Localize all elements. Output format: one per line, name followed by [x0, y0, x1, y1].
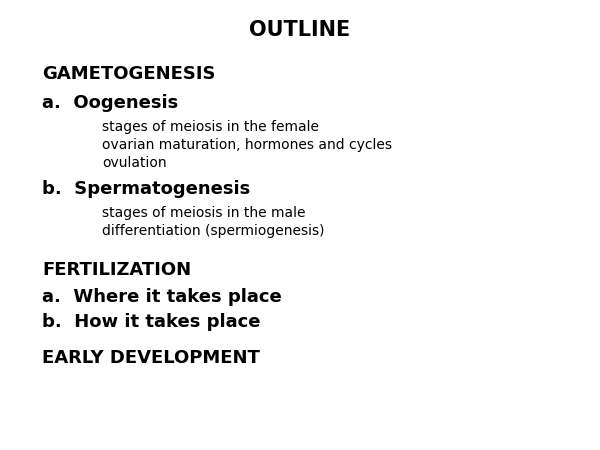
Text: b.  Spermatogenesis: b. Spermatogenesis — [42, 180, 250, 198]
Text: FERTILIZATION: FERTILIZATION — [42, 261, 191, 279]
Text: stages of meiosis in the male: stages of meiosis in the male — [102, 206, 305, 220]
Text: a.  Oogenesis: a. Oogenesis — [42, 94, 178, 112]
Text: ovarian maturation, hormones and cycles: ovarian maturation, hormones and cycles — [102, 138, 392, 152]
Text: stages of meiosis in the female: stages of meiosis in the female — [102, 120, 319, 134]
Text: GAMETOGENESIS: GAMETOGENESIS — [42, 65, 215, 83]
Text: a.  Where it takes place: a. Where it takes place — [42, 288, 282, 306]
Text: ovulation: ovulation — [102, 156, 167, 170]
Text: EARLY DEVELOPMENT: EARLY DEVELOPMENT — [42, 349, 260, 367]
Text: OUTLINE: OUTLINE — [250, 20, 350, 40]
Text: b.  How it takes place: b. How it takes place — [42, 313, 260, 331]
Text: differentiation (spermiogenesis): differentiation (spermiogenesis) — [102, 224, 325, 238]
